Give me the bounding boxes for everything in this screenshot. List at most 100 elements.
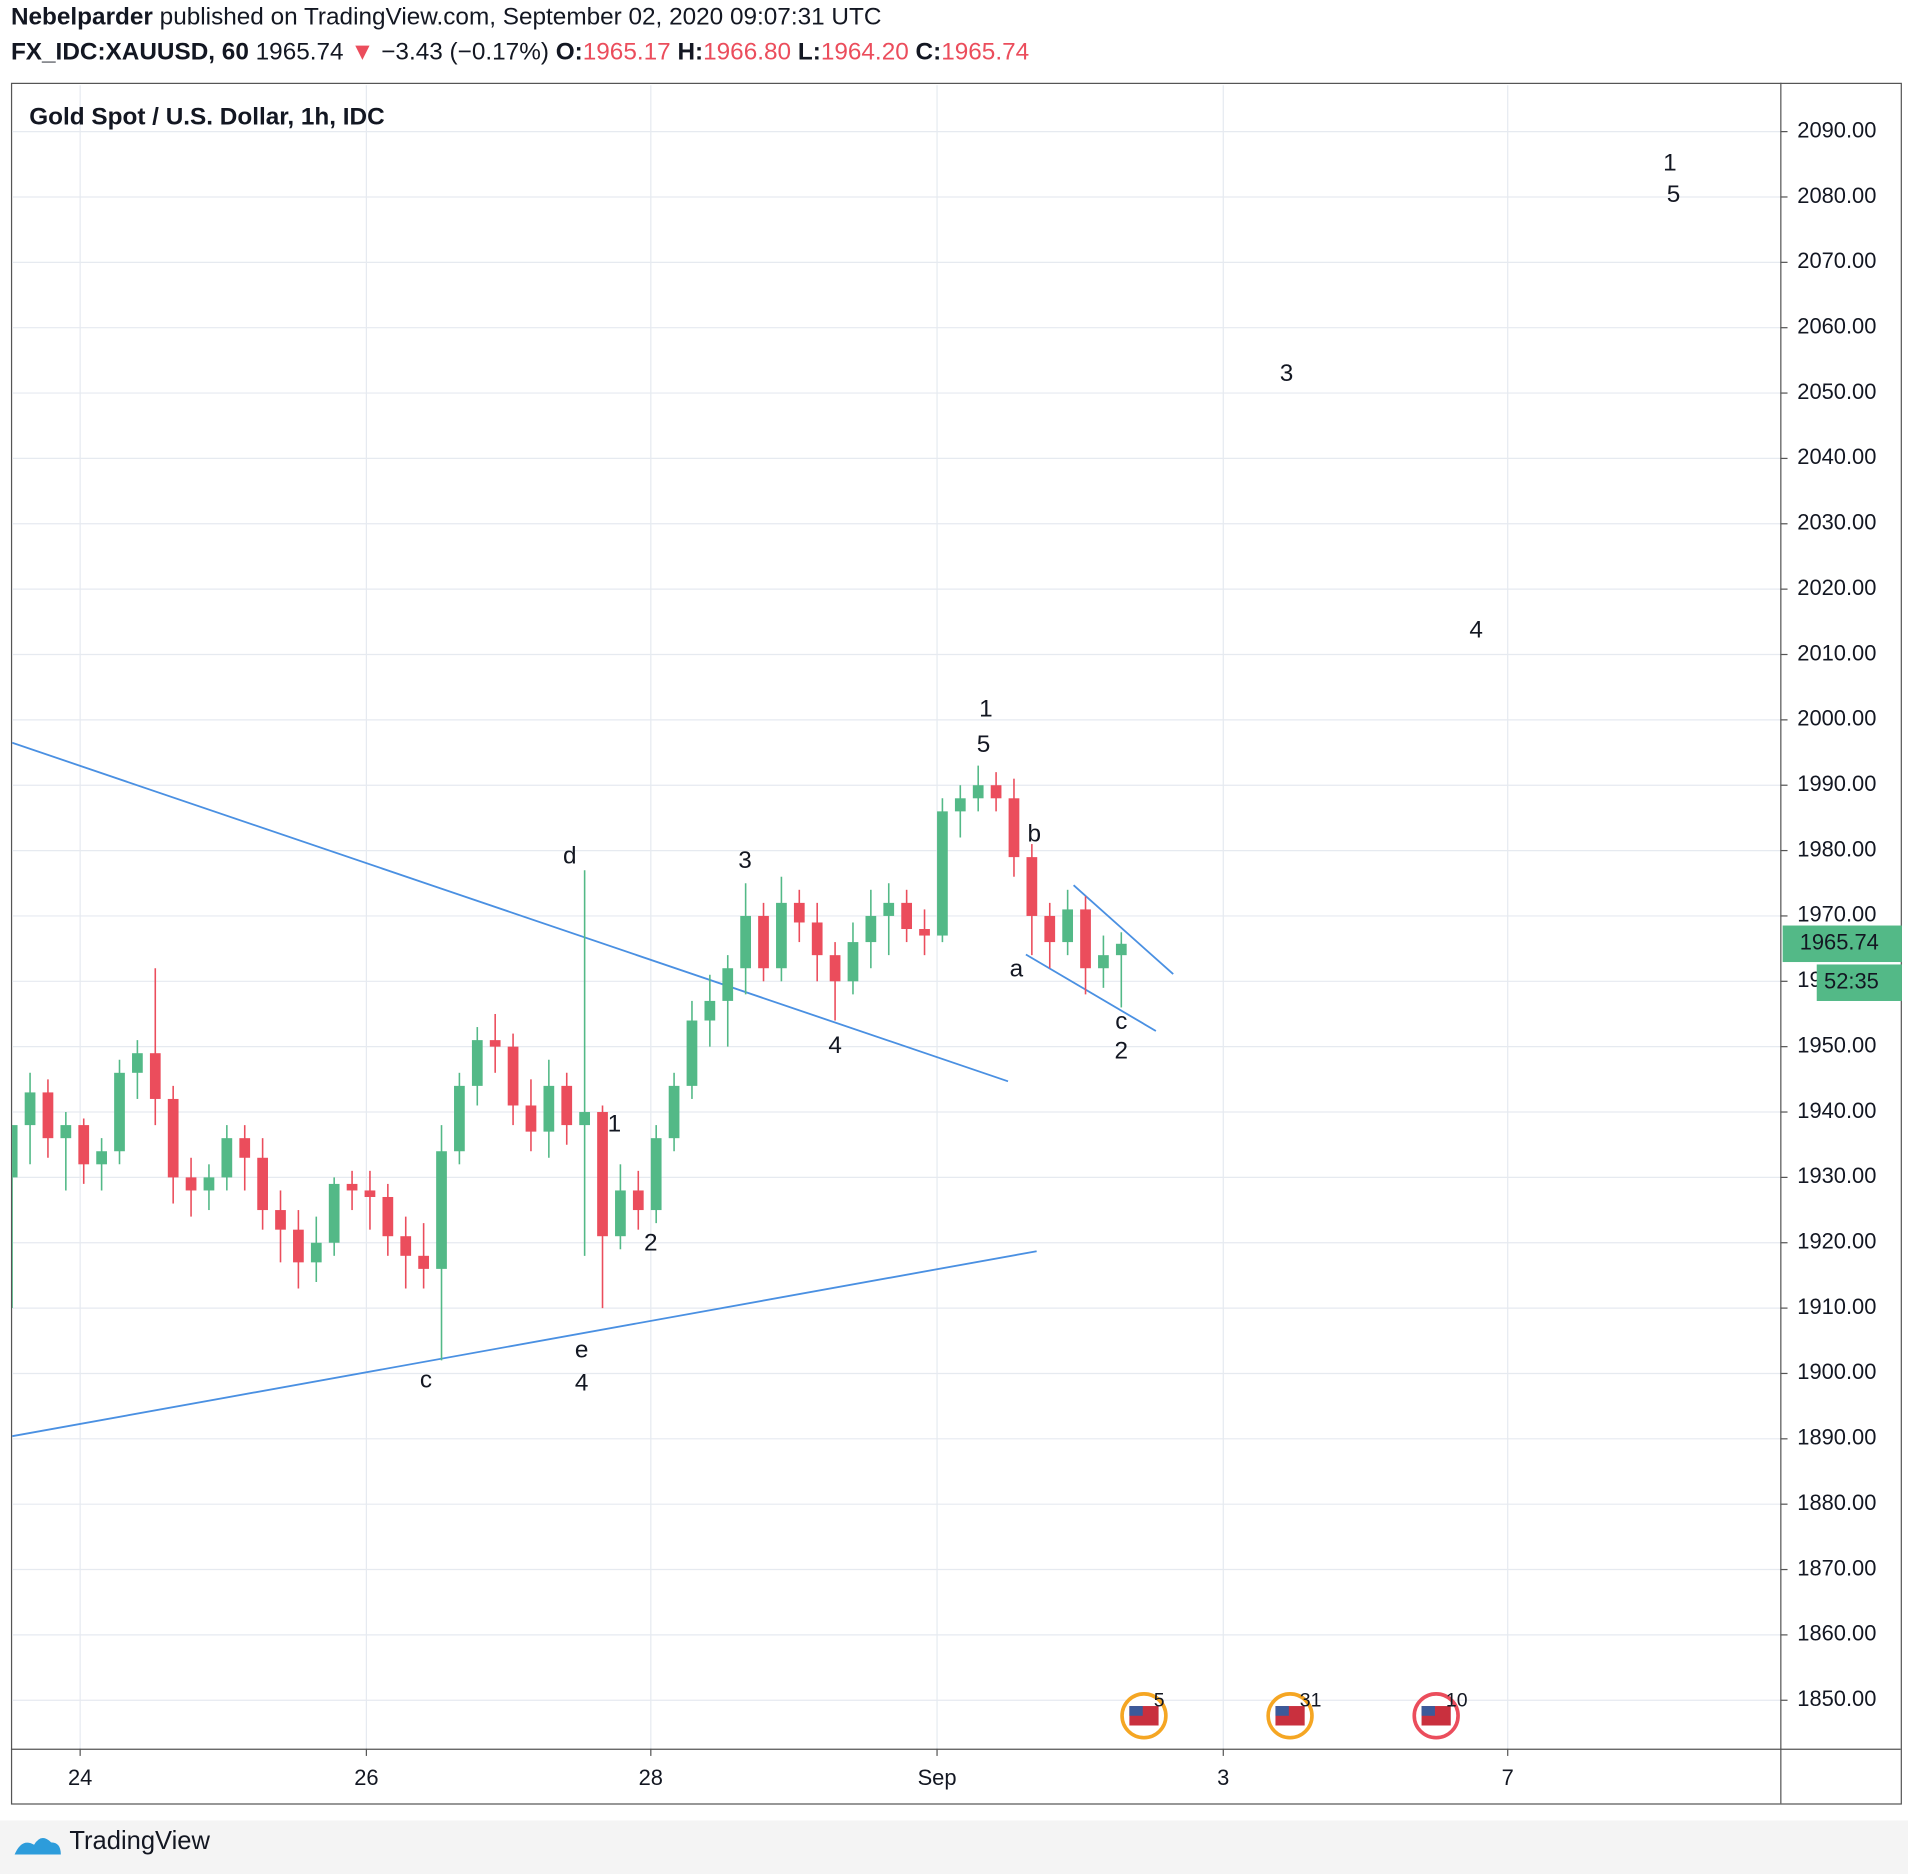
trendline [12, 741, 1009, 1083]
candle-body [847, 942, 859, 982]
wave-label: 3 [1280, 360, 1294, 387]
y-tick-label: 1920.00 [1797, 1229, 1876, 1254]
y-tick-label: 2090.00 [1797, 117, 1876, 142]
candle-body [704, 1000, 716, 1021]
wave-label: 3 [738, 847, 752, 874]
wave-label: 1 [1663, 150, 1677, 177]
candle-body [346, 1183, 358, 1191]
y-tick-label: 1970.00 [1797, 902, 1876, 927]
candle-body [883, 902, 895, 916]
candle-body [919, 929, 930, 936]
footer-brand: TradingView [69, 1827, 210, 1855]
candle-body [579, 1112, 590, 1126]
candle-body [489, 1040, 501, 1047]
published: published on TradingView.com, September … [160, 4, 882, 31]
candle-body [990, 785, 1002, 799]
y-tick-label: 2080.00 [1797, 183, 1876, 208]
y-tick-label: 2040.00 [1797, 444, 1876, 469]
axes: 1850.00 1860.00 1870.00 1880.00 1890.00 1900.… [68, 117, 1902, 1790]
last-price-label: 1965.74 [1800, 930, 1879, 955]
price: 1965.74 [256, 39, 344, 66]
candle-body [740, 915, 751, 969]
wave-label: 4 [828, 1032, 842, 1059]
ohlc-key: H: [677, 39, 703, 66]
candle-body [60, 1125, 72, 1139]
event-label: 31 [1300, 1689, 1322, 1711]
y-tick-label: 2010.00 [1797, 640, 1876, 665]
candle-body [132, 1053, 143, 1073]
author: Nebelparder [11, 4, 153, 31]
candle-body [239, 1138, 251, 1158]
candle-body [364, 1190, 376, 1197]
candle-body [1098, 955, 1109, 969]
wave-label: 2 [1115, 1037, 1129, 1064]
candle-body [776, 902, 787, 969]
candle-body [561, 1085, 573, 1126]
wave-label: 2 [644, 1229, 658, 1256]
candle-body [507, 1046, 519, 1106]
y-tick-label: 2070.00 [1797, 248, 1876, 273]
wave-label: a [1010, 956, 1024, 983]
candle-body [1115, 943, 1127, 956]
candle-body [1008, 798, 1020, 858]
candle-body [257, 1157, 268, 1211]
wave-label: c [420, 1367, 432, 1394]
candle-body [525, 1105, 537, 1132]
chart-title: Gold Spot / U.S. Dollar, 1h, IDC [29, 103, 385, 130]
wave-label: 5 [1667, 181, 1681, 208]
wave-label: e [575, 1337, 589, 1364]
y-tick-label: 1990.00 [1797, 771, 1876, 796]
candle-body [167, 1098, 179, 1178]
candle-body [400, 1236, 412, 1256]
y-tick-label: 1870.00 [1797, 1555, 1876, 1580]
candle-body [632, 1190, 644, 1211]
candle-body [686, 1020, 698, 1086]
candle-body [24, 1092, 36, 1126]
last-price-tag [1782, 925, 1902, 963]
candle-body [310, 1242, 322, 1263]
y-tick-label: 1850.00 [1797, 1686, 1876, 1711]
wave-label: 4 [1469, 616, 1483, 643]
candle-body [650, 1138, 662, 1211]
candle-body [1080, 909, 1091, 969]
change: −3.43 (−0.17%) [381, 39, 549, 66]
candle-body [597, 1112, 608, 1237]
candle-body [328, 1183, 340, 1243]
grid [12, 85, 1781, 1749]
candle-body [42, 1092, 54, 1139]
y-tick-label: 1880.00 [1797, 1490, 1876, 1515]
countdown-tag [1816, 964, 1902, 1001]
candle-body [811, 922, 823, 956]
event-label: 10 [1446, 1689, 1468, 1711]
event-flag-canton [1421, 1706, 1435, 1716]
countdown-label: 52:35 [1824, 969, 1879, 994]
wave-label: 1 [608, 1111, 622, 1138]
candle-body [114, 1072, 125, 1152]
candle-body [901, 902, 913, 930]
trendline [1072, 884, 1174, 975]
wave-label: b [1027, 820, 1041, 847]
candle-body [1062, 909, 1074, 943]
candle-body [185, 1177, 197, 1191]
candle-body [1026, 857, 1038, 916]
candle-body [275, 1210, 286, 1230]
wave-label: 5 [977, 731, 991, 758]
y-tick-label: 2060.00 [1797, 313, 1876, 338]
candle-body [418, 1255, 429, 1269]
ohlc-value: 1965.17 [583, 39, 671, 66]
y-tick-label: 1910.00 [1797, 1294, 1876, 1319]
candle-body [758, 915, 769, 969]
event-label: 5 [1154, 1689, 1165, 1711]
y-tick-label: 1930.00 [1797, 1163, 1876, 1188]
y-tick-label: 1980.00 [1797, 836, 1876, 861]
arrow: ▼ [350, 39, 374, 66]
y-tick-label: 2030.00 [1797, 510, 1876, 535]
candle-body [793, 902, 805, 923]
y-tick-label: 1860.00 [1797, 1621, 1876, 1646]
ohlc-key: L: [798, 39, 821, 66]
candle-body [615, 1190, 626, 1237]
candle-body [12, 1125, 18, 1178]
